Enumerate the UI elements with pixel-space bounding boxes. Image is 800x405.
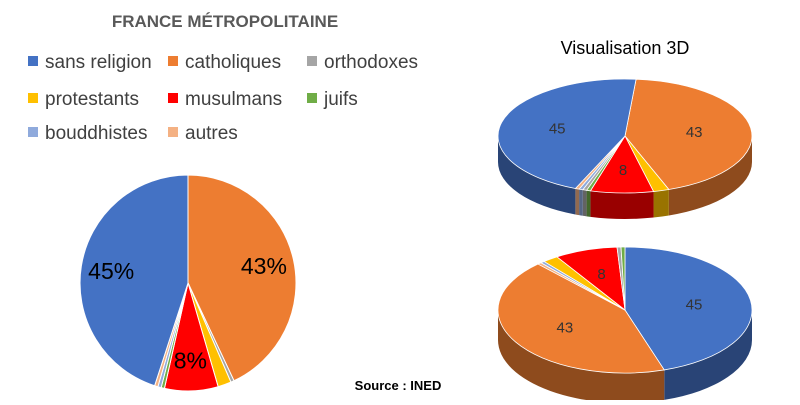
- legend-label: protestants: [45, 89, 139, 110]
- data-label-catholiques: 43: [557, 320, 574, 337]
- pie-slice-catholiques: [497, 263, 665, 374]
- legend-item-protestants: protestants: [28, 89, 139, 110]
- legend-swatch: [168, 93, 178, 103]
- pie-slice-sans-religion: [79, 174, 189, 387]
- data-label-musulmans: 8: [619, 162, 627, 179]
- data-label-sans-religion: 45: [549, 120, 566, 137]
- legend-label: catholiques: [185, 52, 281, 73]
- pie-side-orthodoxes: [582, 189, 587, 217]
- pie-side-catholiques: [668, 136, 752, 216]
- legend-item-orthodoxes: orthodoxes: [307, 52, 418, 73]
- data-label-sans-religion: 45: [686, 297, 703, 314]
- data-label-musulmans: 8%: [174, 348, 207, 374]
- legend-label: juifs: [323, 89, 358, 110]
- pie-slice-sans-religion: [497, 78, 637, 189]
- legend: sans religion catholiques orthodoxes protes…: [28, 52, 418, 144]
- pie-slice-juifs: [620, 246, 626, 311]
- legend-swatch: [168, 56, 178, 66]
- pie-side-sans-religion: [664, 310, 752, 400]
- legend-label: musulmans: [185, 89, 282, 110]
- data-label-sans-religion: 45%: [88, 258, 134, 284]
- legend-item-autres: autres: [168, 123, 238, 144]
- pie-chart-3d-top: 43 8 45: [497, 78, 753, 220]
- legend-swatch: [307, 56, 317, 66]
- pie-side-autres: [575, 188, 580, 216]
- legend-swatch: [28, 56, 38, 66]
- legend-item-sans-religion: sans religion: [28, 52, 152, 73]
- chart-title: FRANCE MÉTROPOLITAINE: [112, 12, 338, 31]
- pie-chart-3d-bottom: 45 43 8: [497, 246, 753, 404]
- pie-side-protestants: [653, 189, 669, 218]
- legend-item-musulmans: musulmans: [168, 89, 282, 110]
- pie-side-catholiques: [498, 310, 665, 404]
- legend-label: sans religion: [45, 52, 152, 73]
- source-note: Source : INED: [355, 378, 442, 393]
- legend-label: orthodoxes: [324, 52, 418, 73]
- data-label-catholiques: 43: [686, 124, 703, 141]
- legend-label: bouddhistes: [45, 123, 147, 144]
- legend-swatch: [307, 93, 317, 103]
- pie-side-juifs: [586, 190, 591, 217]
- legend-item-juifs: juifs: [307, 89, 358, 110]
- chart-title-3d: Visualisation 3D: [561, 38, 690, 58]
- data-label-musulmans: 8: [597, 266, 605, 283]
- pie-chart-2d: 43% 8% 45%: [79, 174, 297, 392]
- legend-swatch: [28, 93, 38, 103]
- pie-side-musulmans: [590, 190, 654, 220]
- pie-side-sans-religion: [498, 136, 576, 215]
- pie-side-bouddhistes: [579, 189, 583, 216]
- legend-item-bouddhistes: bouddhistes: [28, 123, 147, 144]
- legend-item-catholiques: catholiques: [168, 52, 281, 73]
- data-label-catholiques: 43%: [241, 253, 287, 279]
- legend-label: autres: [185, 123, 238, 144]
- pie-slice-catholiques: [624, 78, 753, 190]
- pie-slice-sans-religion: [624, 246, 753, 371]
- legend-swatch: [28, 127, 38, 137]
- pie-slice-catholiques: [187, 174, 297, 382]
- legend-swatch: [168, 127, 178, 137]
